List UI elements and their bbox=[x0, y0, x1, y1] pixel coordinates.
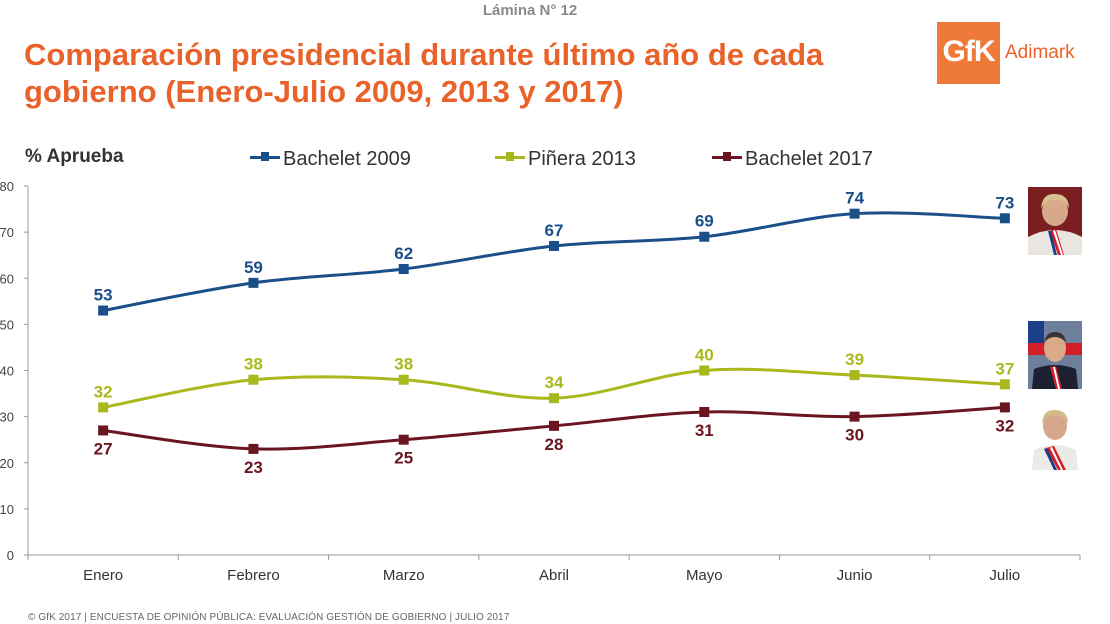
series-0-data-label: 62 bbox=[394, 244, 413, 263]
y-tick-label: 80 bbox=[0, 179, 14, 194]
series-1-data-label: 38 bbox=[394, 355, 413, 374]
series-0-point bbox=[398, 264, 409, 275]
series-0-data-label: 69 bbox=[695, 212, 714, 231]
x-tick-label: Marzo bbox=[383, 567, 425, 584]
series-0-data-label: 74 bbox=[845, 189, 864, 208]
y-tick-label: 40 bbox=[0, 364, 14, 379]
series-1-point bbox=[699, 365, 710, 376]
series-2-point bbox=[248, 443, 259, 454]
series-0-point bbox=[98, 305, 109, 316]
legend-swatch-series-0 bbox=[250, 152, 280, 162]
legend-item-series-0: Bachelet 2009 bbox=[250, 148, 411, 171]
y-tick-label: 30 bbox=[0, 410, 14, 425]
series-2-point bbox=[549, 420, 559, 431]
legend-item-series-2: Bachelet 2017 bbox=[712, 148, 873, 171]
series-1-data-label: 38 bbox=[244, 355, 263, 374]
x-tick-label: Febrero bbox=[227, 567, 280, 584]
series-1-data-label: 32 bbox=[94, 382, 113, 401]
series-1-point bbox=[849, 370, 860, 381]
series-2-data-label: 27 bbox=[94, 439, 113, 458]
series-1-data-label: 34 bbox=[545, 373, 564, 392]
series-2-data-label: 23 bbox=[244, 458, 263, 477]
series-1-point bbox=[549, 393, 559, 404]
series-1-data-label: 37 bbox=[995, 359, 1014, 378]
series-0-data-label: 67 bbox=[545, 221, 564, 240]
footer-source: © GfK 2017 | ENCUESTA DE OPINIÓN PÚBLICA… bbox=[28, 612, 510, 623]
adimark-logo-text: Adimark bbox=[1005, 42, 1075, 63]
y-tick-label: 0 bbox=[7, 548, 14, 563]
series-0-point bbox=[849, 208, 860, 219]
gfk-logo-mark: GfK bbox=[937, 22, 1000, 84]
series-0-data-label: 59 bbox=[244, 258, 263, 277]
series-2-data-label: 25 bbox=[394, 449, 413, 468]
gfk-adimark-logo: GfK Adimark bbox=[937, 22, 1082, 84]
series-2-point bbox=[98, 425, 109, 436]
series-1-point bbox=[248, 374, 259, 385]
series-0-point bbox=[999, 213, 1010, 224]
series-2-point bbox=[999, 402, 1010, 413]
y-axis-label: % Aprueba bbox=[25, 146, 124, 167]
series-2-point bbox=[699, 407, 710, 418]
series-2-data-label: 31 bbox=[695, 421, 714, 440]
series-1-point bbox=[98, 402, 109, 413]
series-2-data-label: 28 bbox=[545, 435, 564, 454]
x-tick-label: Enero bbox=[83, 567, 123, 584]
y-tick-label: 50 bbox=[0, 317, 14, 332]
pinera-2013-portrait bbox=[1028, 321, 1082, 389]
series-2-data-label: 30 bbox=[845, 426, 864, 445]
y-tick-label: 70 bbox=[0, 225, 14, 240]
bachelet-2017-portrait bbox=[1028, 402, 1082, 470]
series-0-point bbox=[699, 231, 710, 242]
legend-label-series-2: Bachelet 2017 bbox=[745, 148, 873, 170]
chart-legend: Bachelet 2009 Piñera 2013 Bachelet 2017 bbox=[250, 148, 950, 172]
series-0-point bbox=[549, 240, 559, 251]
x-tick-label: Julio bbox=[989, 567, 1020, 584]
series-2-point bbox=[849, 411, 860, 422]
series-1-point bbox=[398, 374, 409, 385]
x-tick-label: Abril bbox=[539, 567, 569, 584]
series-1-data-label: 40 bbox=[695, 346, 714, 365]
y-tick-label: 10 bbox=[0, 502, 14, 517]
series-2-point bbox=[398, 434, 409, 445]
x-tick-label: Junio bbox=[837, 567, 873, 584]
x-tick-label: Mayo bbox=[686, 567, 723, 584]
y-tick-label: 20 bbox=[0, 456, 14, 471]
series-2-data-label: 32 bbox=[995, 416, 1014, 435]
page-title: Comparación presidencial durante último … bbox=[24, 37, 824, 109]
series-0-data-label: 53 bbox=[94, 286, 113, 305]
series-1-point bbox=[999, 379, 1010, 390]
y-tick-label: 60 bbox=[0, 271, 14, 286]
legend-label-series-0: Bachelet 2009 bbox=[283, 148, 411, 170]
slide-number-label: Lámina N° 12 bbox=[482, 2, 578, 19]
series-1-data-label: 39 bbox=[845, 350, 864, 369]
legend-swatch-series-2 bbox=[712, 152, 742, 162]
legend-swatch-series-1 bbox=[495, 152, 525, 162]
legend-item-series-1: Piñera 2013 bbox=[495, 148, 636, 171]
bachelet-2009-portrait bbox=[1028, 187, 1082, 255]
legend-label-series-1: Piñera 2013 bbox=[528, 148, 636, 170]
series-0-data-label: 73 bbox=[995, 193, 1014, 212]
series-0-point bbox=[248, 277, 259, 288]
